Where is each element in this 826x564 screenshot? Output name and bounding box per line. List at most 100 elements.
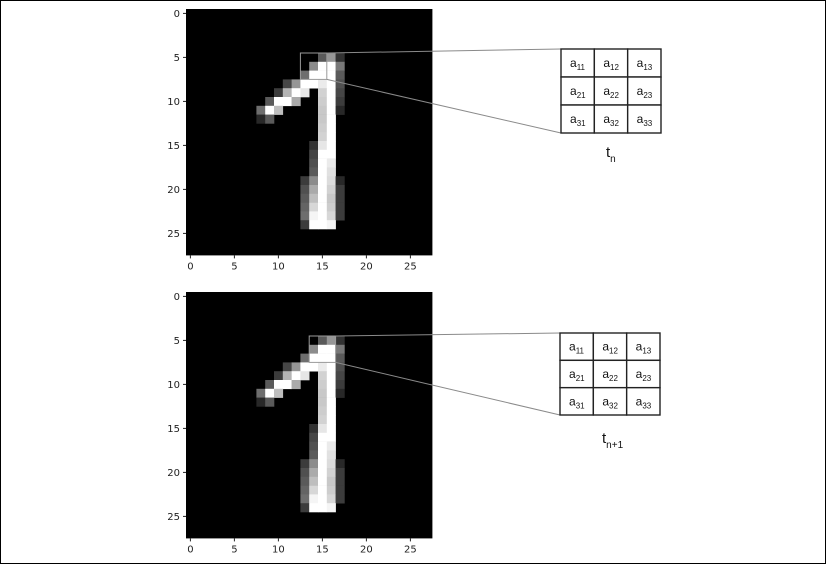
digit-pixel	[318, 424, 328, 434]
y-tick-label: 0	[174, 292, 180, 303]
x-tick-label: 5	[231, 544, 237, 555]
digit-pixel	[318, 459, 328, 469]
digit-pixel	[309, 441, 319, 451]
digit-pixel	[326, 380, 336, 390]
digit-pixel	[256, 114, 266, 124]
digit-pixel	[318, 176, 328, 186]
digit-pixel	[326, 450, 336, 460]
digit-pixel	[326, 167, 336, 177]
digit-pixel	[309, 220, 319, 230]
connector-line-bottom	[326, 78, 562, 134]
digit-pixel	[282, 362, 292, 372]
digit-pixel	[326, 88, 336, 98]
matrix-entry: a32	[603, 112, 619, 128]
digit-pixel	[256, 397, 266, 407]
y-tick-label: 25	[167, 229, 180, 240]
digit-pixel	[326, 123, 336, 133]
digit-pixel	[274, 97, 284, 107]
digit-pixel	[335, 61, 345, 71]
digit-pixel	[291, 79, 301, 89]
matrix-entry: a21	[569, 367, 585, 383]
digit-pixel	[309, 494, 319, 504]
digit-pixel	[335, 53, 345, 63]
digit-pixel	[265, 97, 275, 107]
y-tick-label: 15	[167, 424, 180, 435]
digit-pixel	[318, 397, 328, 407]
digit-pixel	[309, 79, 319, 89]
digit-pixel	[256, 388, 266, 398]
digit-pixel	[309, 459, 319, 469]
digit-pixel	[326, 336, 336, 346]
y-tick-label: 25	[167, 512, 180, 523]
digit-pixel	[335, 202, 345, 212]
matrix-entry: a13	[636, 340, 652, 356]
digit-pixel	[300, 494, 310, 504]
kernel-matrix: a11 a12 a13 a21 a22 a23 a31 a32 a33	[560, 48, 662, 134]
digit-pixel	[318, 468, 328, 478]
digit-pixel	[318, 441, 328, 451]
x-tick-label: 20	[360, 544, 373, 555]
digit-pixel	[274, 388, 284, 398]
kernel-window	[299, 52, 328, 80]
x-tick-label: 0	[187, 544, 193, 555]
digit-pixel	[300, 459, 310, 469]
matrix-cell	[626, 48, 662, 78]
digit-pixel	[318, 141, 328, 151]
x-tick-label: 15	[316, 261, 329, 272]
digit-pixel	[309, 141, 319, 151]
matrix-entry: a12	[603, 56, 619, 72]
digit-pixel	[309, 193, 319, 203]
matrix-cell	[625, 359, 661, 389]
digit-pixel	[309, 176, 319, 186]
digit-pixel	[282, 371, 292, 381]
digit-pixel	[335, 70, 345, 80]
digit-pixel	[300, 176, 310, 186]
digit-pixel	[300, 193, 310, 203]
y-tick-label: 5	[174, 53, 180, 64]
matrix-caption: tn+1	[602, 430, 624, 451]
digit-pixel	[265, 388, 275, 398]
digit-pixel	[318, 336, 328, 346]
digit-pixel	[274, 371, 284, 381]
matrix-entry: a23	[636, 367, 652, 383]
digit-pixel	[309, 353, 319, 363]
digit-pixel	[309, 149, 319, 159]
digit-pixel	[300, 353, 310, 363]
digit-pixel	[318, 380, 328, 390]
panel-top: 0 5 10 15 20 25 0 5 10 15 20 25 a11 a12 a13 a21 a22 a23 a3…	[167, 9, 662, 272]
connector-line-bottom	[335, 361, 561, 416]
digit-pixel	[335, 211, 345, 221]
digit-pixel	[300, 79, 310, 89]
y-tick-label: 10	[167, 97, 180, 108]
digit-pixel	[318, 167, 328, 177]
x-tick-label: 0	[187, 261, 193, 272]
digit-pixel	[318, 70, 328, 80]
digit-pixel	[318, 61, 328, 71]
digit-pixel	[326, 459, 336, 469]
digit-pixel	[291, 380, 301, 390]
digit-pixel	[291, 88, 301, 98]
matrix-cell	[592, 386, 628, 416]
digit-pixel	[291, 362, 301, 372]
matrix-entry: a22	[602, 367, 618, 383]
y-tick-label: 5	[174, 336, 180, 347]
connector-line-top	[335, 332, 561, 337]
digit-pixel	[300, 211, 310, 221]
digit-pixel	[326, 141, 336, 151]
digit-pixel	[326, 415, 336, 425]
digit-pixel	[318, 79, 328, 89]
digit-pixel	[335, 485, 345, 495]
digit-pixel	[318, 193, 328, 203]
digit-pixel	[318, 362, 328, 372]
digit-pixel	[300, 503, 310, 513]
digit-pixel	[326, 468, 336, 478]
kernel-window	[308, 335, 337, 363]
digit-pixel	[309, 362, 319, 372]
matrix-entry: a31	[569, 394, 585, 410]
digit-pixel	[318, 353, 328, 363]
digit-pixel	[326, 220, 336, 230]
digit-pixel	[318, 494, 328, 504]
digit-pixel	[335, 344, 345, 354]
digit-pixel	[282, 380, 292, 390]
